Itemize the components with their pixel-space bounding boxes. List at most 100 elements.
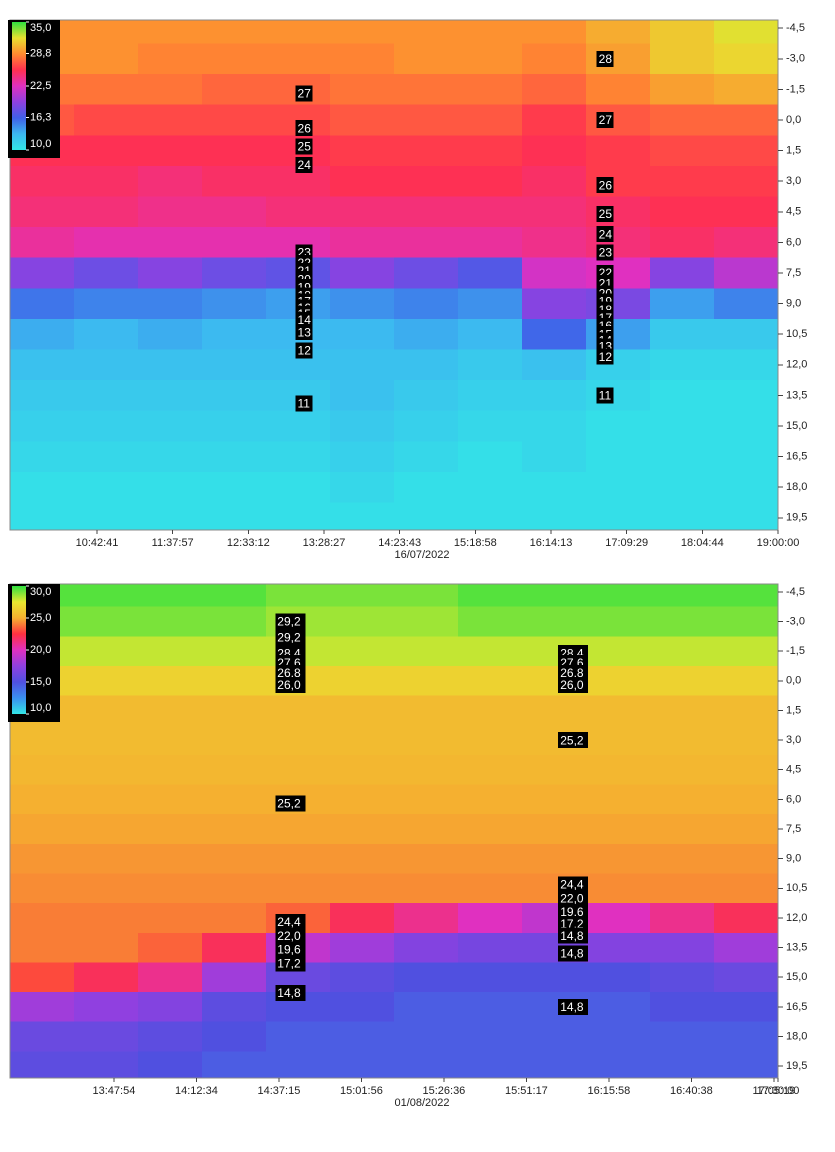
heatmap-cell [522, 471, 587, 503]
contour-label-box [295, 138, 313, 155]
heatmap-cell [10, 784, 75, 815]
contour-label: 13 [298, 325, 312, 339]
heatmap-cell [714, 471, 779, 503]
heatmap-cell [330, 20, 395, 44]
heatmap-cell [10, 932, 75, 963]
heatmap-cell [10, 1021, 75, 1052]
heatmap-cell [266, 1051, 331, 1079]
heatmap-cell [586, 606, 651, 637]
heatmap-cell [714, 1021, 779, 1052]
x-tick-label: 16:14:13 [530, 537, 573, 549]
heatmap-cell [202, 992, 267, 1023]
heatmap-cell [266, 502, 331, 531]
heatmap-cell [586, 992, 651, 1023]
heatmap-cell [74, 502, 139, 531]
heatmap-cell [458, 135, 523, 167]
heatmap-cell [202, 843, 267, 874]
y-tick-label: -1,5 [786, 645, 805, 657]
contour-label-box [295, 311, 313, 328]
heatmap-cell [458, 903, 523, 934]
heatmap-cell [458, 754, 523, 786]
heatmap-cell [138, 1021, 203, 1052]
heatmap-cell [650, 43, 715, 75]
colorbar-label: 16,3 [30, 112, 51, 124]
contour-label: 26,8 [560, 666, 584, 680]
heatmap-cell [330, 1021, 395, 1052]
y-tick-label: 3,0 [786, 734, 801, 746]
contour-label-box [295, 120, 313, 137]
heatmap-cell [138, 227, 203, 259]
heatmap-cell [522, 843, 587, 874]
heatmap-cell [138, 20, 203, 44]
heatmap-cell [74, 43, 139, 75]
heatmap-cell [74, 584, 139, 608]
y-tick-label: 0,0 [786, 675, 801, 687]
contour-label-box [558, 732, 589, 749]
heatmap-cell [394, 784, 459, 815]
heatmap-cell [650, 1021, 715, 1052]
heatmap-cell [202, 666, 267, 697]
contour-label: 24 [298, 158, 312, 172]
heatmap-cell [138, 695, 203, 726]
heatmap-cell [202, 606, 267, 637]
heatmap-cell [266, 43, 331, 75]
contour-label: 12 [599, 350, 613, 364]
heatmap-cell [330, 962, 395, 993]
heatmap-cell [330, 725, 395, 756]
heatmap-cell [10, 441, 75, 473]
y-tick-label: -3,0 [786, 53, 805, 65]
heatmap-cell [650, 814, 715, 845]
heatmap-cell [586, 380, 651, 412]
heatmap-cell [522, 1021, 587, 1052]
heatmap-cell [458, 441, 523, 473]
y-tick-label: 16,5 [786, 1001, 807, 1013]
heatmap-cell [586, 410, 651, 442]
heatmap-cell [138, 666, 203, 697]
x-tick-label: 14:23:43 [378, 537, 421, 549]
y-tick-label: 0,0 [786, 114, 801, 126]
heatmap-cell [394, 257, 459, 289]
y-tick-label: 15,0 [786, 420, 807, 432]
x-tick-label: 17:09:29 [605, 537, 648, 549]
colorbar [12, 22, 26, 150]
heatmap-cell [74, 1021, 139, 1052]
heatmap-cell [10, 380, 75, 412]
heatmap-cell [586, 725, 651, 756]
heatmap-cell [458, 584, 523, 608]
heatmap-cell [458, 784, 523, 815]
heatmap-cell [330, 410, 395, 442]
heatmap-cell [202, 784, 267, 815]
heatmap-cell [266, 695, 331, 726]
heatmap-cell [138, 992, 203, 1023]
heatmap-cell [138, 104, 203, 136]
heatmap-cell [458, 165, 523, 197]
heatmap-cell [586, 873, 651, 904]
heatmap-cell [138, 380, 203, 412]
heatmap-cell [714, 318, 779, 350]
heatmap-cell [586, 502, 651, 531]
heatmap-cell [458, 227, 523, 259]
heatmap-cell [714, 410, 779, 442]
heatmap-cell [202, 196, 267, 228]
y-tick-label: 9,0 [786, 297, 801, 309]
heatmap-cell [10, 962, 75, 993]
contour-label-box [558, 676, 589, 693]
plot-border [9, 19, 779, 531]
heatmap-cell [138, 318, 203, 350]
heatmap-cell [394, 135, 459, 167]
heatmap-cell [138, 288, 203, 320]
heatmap-cell [394, 471, 459, 503]
heatmap-cell [522, 1051, 587, 1079]
heatmap-cell [202, 227, 267, 259]
heatmap-cell [586, 135, 651, 167]
y-tick-label: -4,5 [786, 586, 805, 598]
colorbar-label: 15,0 [30, 676, 51, 688]
heatmap-cell [74, 74, 139, 106]
heatmap-cell [650, 471, 715, 503]
contour-label: 25 [298, 140, 312, 154]
heatmap-cell [586, 257, 651, 289]
contour-label: 23 [599, 246, 613, 260]
heatmap-cell [458, 636, 523, 667]
contour-label-box [275, 676, 306, 693]
contour-label-box [275, 913, 306, 930]
